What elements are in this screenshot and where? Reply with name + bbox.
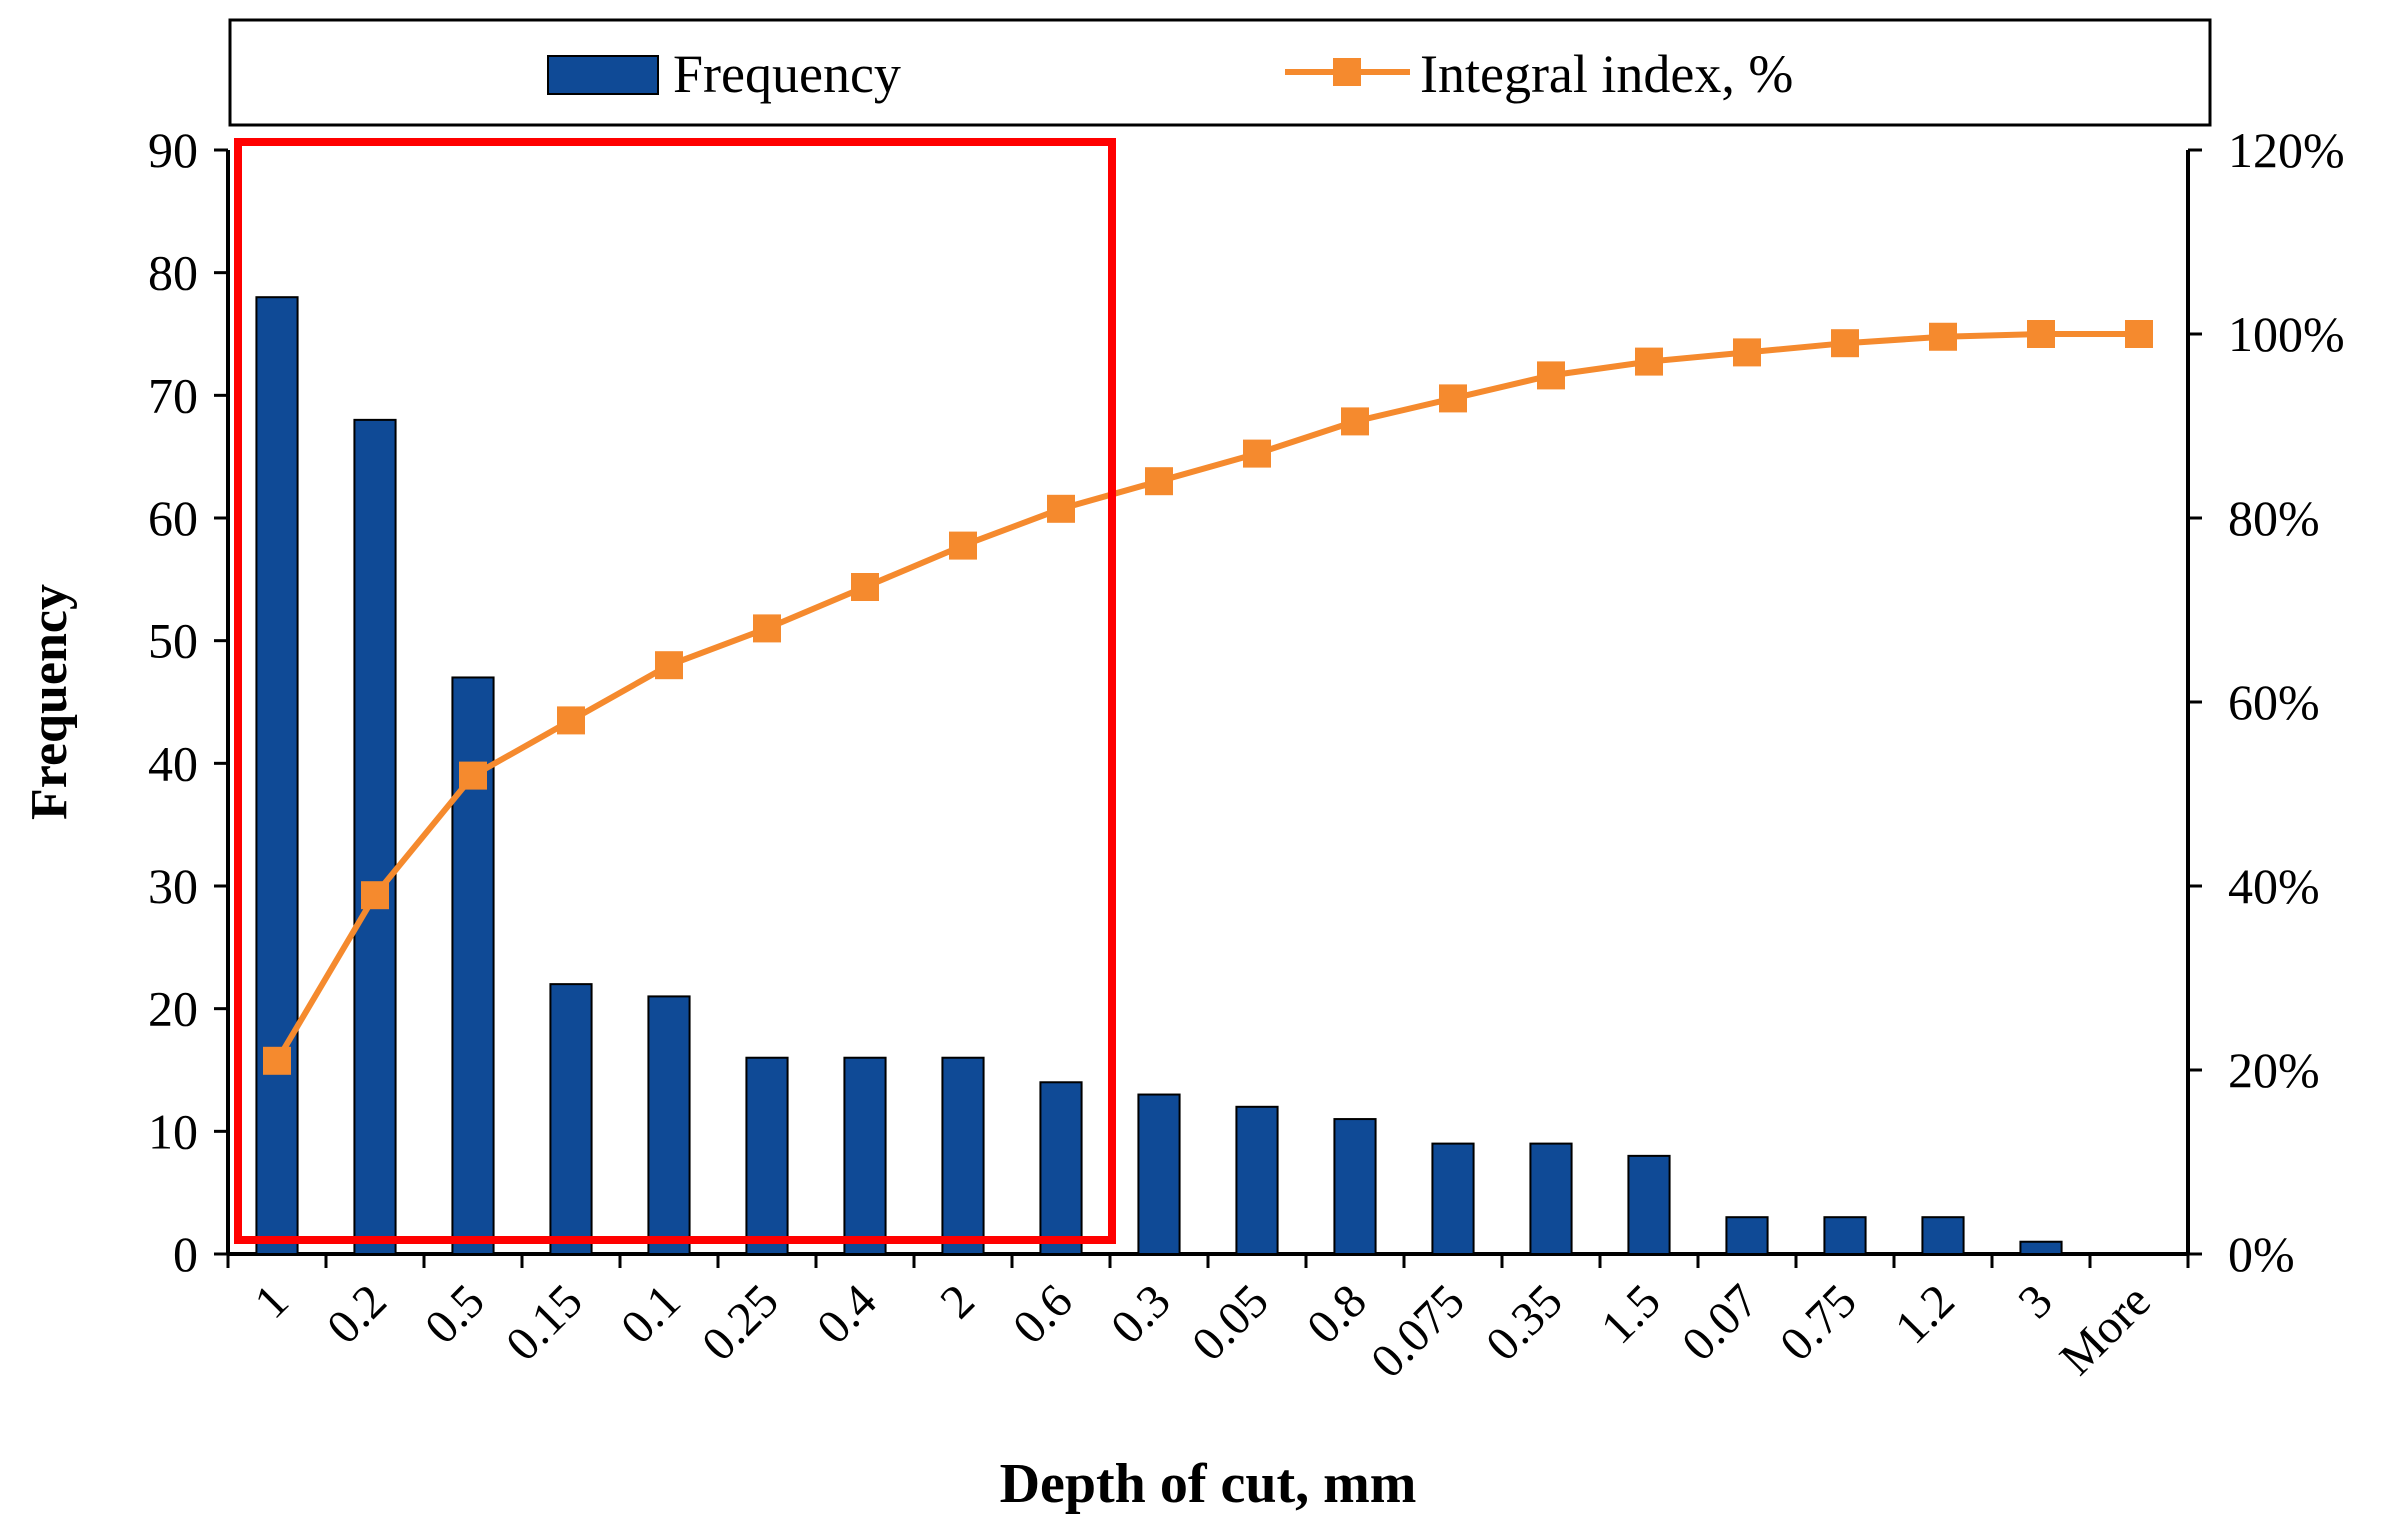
right-tick-label: 120%	[2228, 122, 2345, 178]
frequency-bar	[1235, 1105, 1279, 1256]
legend-frequency-label: Frequency	[673, 44, 901, 104]
legend-frequency-swatch	[547, 55, 659, 95]
x-tick-label: 0.6	[1003, 1274, 1083, 1354]
frequency-bar	[1431, 1142, 1475, 1255]
x-tick-label: 0.35	[1476, 1274, 1573, 1371]
legend-integral-label: Integral index, %	[1420, 44, 1793, 104]
x-tick-label: 0.15	[496, 1274, 593, 1371]
x-tick-label: 0.5	[415, 1274, 495, 1354]
right-tick-label: 80%	[2228, 490, 2320, 546]
frequency-bar	[549, 983, 593, 1256]
integral-index-marker	[1733, 338, 1761, 367]
frequency-bar	[647, 995, 691, 1256]
integral-index-marker	[1243, 439, 1271, 468]
x-tick-label: 0.2	[317, 1274, 397, 1354]
frequency-bar	[1039, 1081, 1083, 1256]
x-tick-label: 2	[930, 1274, 984, 1328]
integral-index-marker	[753, 614, 781, 643]
left-tick-label: 50	[148, 613, 198, 669]
integral-index-marker	[361, 881, 389, 910]
integral-index-marker	[1929, 322, 1957, 351]
integral-index-marker	[1047, 494, 1075, 523]
highlight-region	[234, 138, 1116, 1244]
frequency-bars	[255, 296, 2063, 1256]
right-axis-ticks: 0% 20% 40% 60% 80% 100% 120%	[2188, 122, 2345, 1282]
right-tick-label: 20%	[2228, 1042, 2320, 1098]
right-tick-label: 0%	[2228, 1226, 2295, 1282]
legend-frame	[228, 18, 2212, 127]
integral-index-marker	[851, 573, 879, 601]
left-tick-label: 40	[148, 735, 198, 791]
left-tick-label: 70	[148, 367, 198, 423]
integral-index-marker	[949, 531, 977, 560]
x-tick-label: 0.4	[807, 1274, 887, 1354]
right-tick-label: 100%	[2228, 306, 2345, 362]
left-tick-label: 10	[148, 1103, 198, 1159]
left-axis-ticks: 0 10 20 30 40 50 60 70 80 90	[148, 122, 228, 1282]
frequency-bar	[1823, 1216, 1867, 1255]
integral-index-marker	[557, 706, 585, 735]
frequency-bar	[1333, 1118, 1377, 1255]
integral-index-marker	[1831, 329, 1859, 358]
left-tick-label: 20	[148, 981, 198, 1037]
x-tick-label: 0.3	[1101, 1274, 1181, 1354]
integral-index-marker	[1145, 467, 1173, 496]
x-tick-label: 3	[2008, 1274, 2062, 1328]
frequency-bar	[2019, 1240, 2063, 1255]
frequency-bar	[255, 296, 299, 1255]
integral-index-series	[263, 320, 2153, 1075]
frequency-bar	[1627, 1154, 1671, 1256]
frequency-bar	[1529, 1142, 1573, 1255]
frequency-bar	[1921, 1216, 1965, 1255]
x-tick-label: 0.1	[611, 1274, 691, 1354]
x-tick-label: 0.75	[1770, 1274, 1867, 1371]
left-tick-label: 60	[148, 490, 198, 546]
integral-index-marker	[1537, 361, 1565, 390]
legend: Frequency Integral index, %	[228, 18, 2212, 127]
y-axis-title: Frequency	[21, 584, 78, 820]
right-tick-label: 40%	[2228, 858, 2320, 914]
x-tick-label: 1.2	[1885, 1274, 1965, 1354]
frequency-bar	[843, 1056, 887, 1255]
x-axis-ticks: 1 0.2 0.5 0.15 0.1 0.25 0.4 2 0.6 0.3 0.05 0.80.075…	[226, 1254, 2190, 1388]
integral-index-marker	[1439, 384, 1467, 413]
axes	[226, 150, 2190, 1256]
integral-index-marker	[2125, 320, 2153, 348]
integral-index-marker	[459, 761, 487, 790]
integral-index-marker	[1341, 407, 1369, 436]
x-tick-label: 0.07	[1672, 1274, 1769, 1371]
x-tick-label: 1.5	[1591, 1274, 1671, 1354]
x-tick-label: More	[2050, 1274, 2161, 1385]
integral-index-marker	[1635, 347, 1663, 376]
x-tick-label: 0.25	[692, 1274, 789, 1371]
left-tick-label: 30	[148, 858, 198, 914]
frequency-bar	[1725, 1216, 1769, 1255]
x-axis-title: Depth of cut, mm	[1000, 1453, 1417, 1515]
integral-index-marker	[263, 1046, 291, 1075]
x-tick-label: 1	[244, 1274, 298, 1328]
integral-index-marker	[2027, 320, 2055, 348]
frequency-bar	[941, 1056, 985, 1255]
frequency-bar	[1137, 1093, 1181, 1255]
x-tick-label: 0.8	[1297, 1274, 1377, 1354]
frequency-bar	[745, 1056, 789, 1255]
integral-index-line	[274, 331, 2139, 1063]
x-tick-label: 0.05	[1182, 1274, 1279, 1371]
left-tick-label: 0	[173, 1226, 198, 1282]
highlight-box	[234, 138, 1116, 1244]
frequency-bar	[353, 418, 397, 1256]
right-tick-label: 60%	[2228, 674, 2320, 730]
legend-integral-marker	[1333, 58, 1361, 86]
left-tick-label: 90	[148, 122, 198, 178]
integral-index-marker	[655, 651, 683, 680]
left-tick-label: 80	[148, 245, 198, 301]
x-tick-label: 0.075	[1361, 1274, 1475, 1388]
